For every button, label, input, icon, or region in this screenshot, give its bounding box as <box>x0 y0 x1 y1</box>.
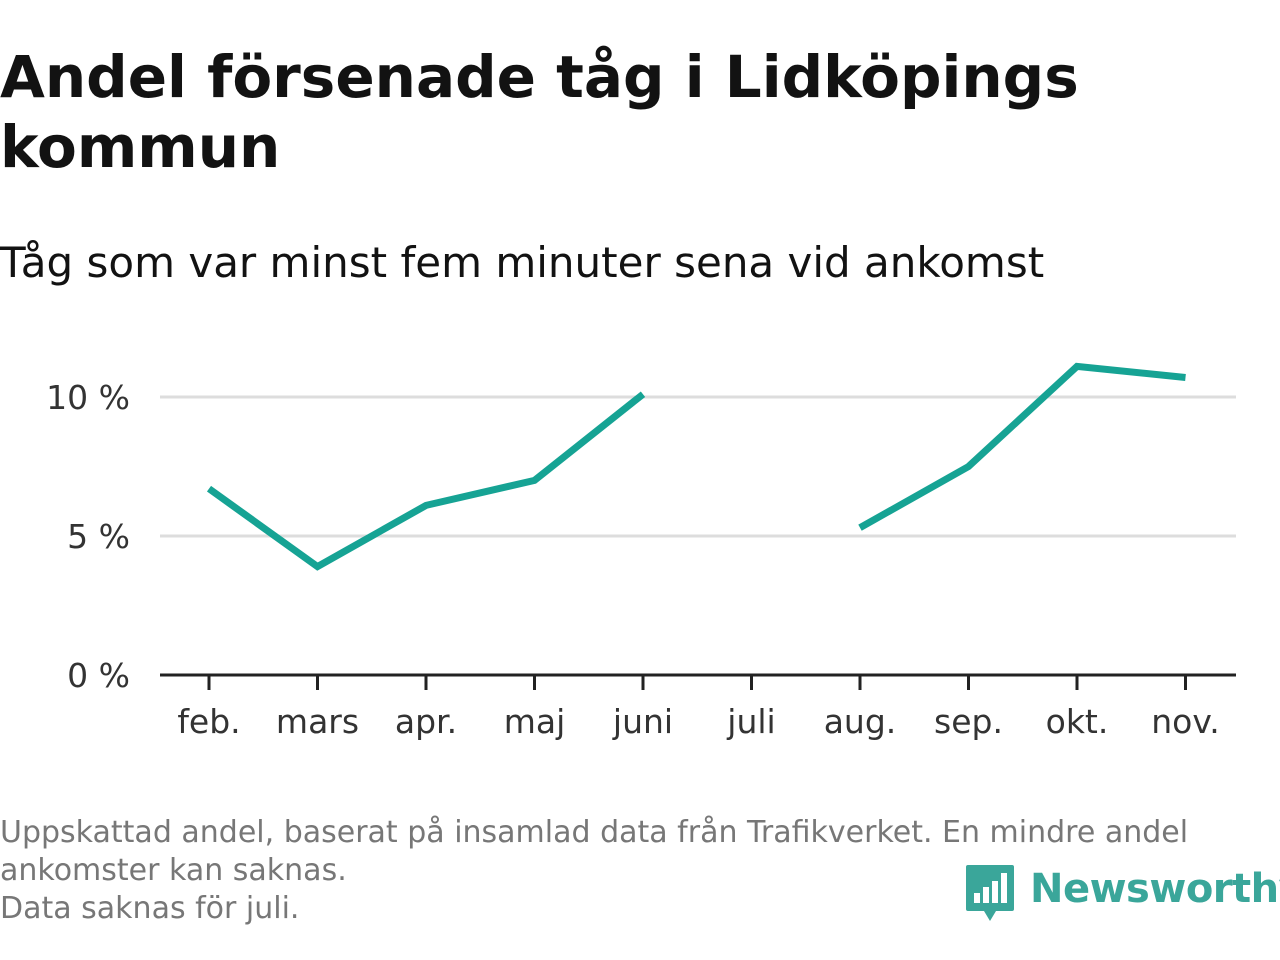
x-tick-label: okt. <box>1046 702 1109 741</box>
y-axis-tick-labels: 0 % 5 % 10 % <box>46 378 130 695</box>
data-point-aug <box>856 524 864 532</box>
data-point-feb <box>205 485 213 493</box>
data-point-maj <box>531 476 539 484</box>
brand-logo[interactable]: Newsworthy <box>964 862 1280 926</box>
x-tick-label: nov. <box>1151 702 1220 741</box>
series-lines <box>205 362 1190 571</box>
x-tick-label: mars <box>276 702 359 741</box>
x-axis <box>160 673 1236 690</box>
brand-name: Newsworthy <box>1030 866 1280 912</box>
chart-title: Andel försenade tåg i Lidköpings kommun <box>0 43 1079 181</box>
footnote-line-3: Data saknas för juli. <box>0 891 300 926</box>
x-tick-label: juli <box>726 702 775 741</box>
series-line-segment-1 <box>206 391 646 571</box>
footnote-line-2: ankomster kan saknas. <box>0 853 347 888</box>
x-tick-label: aug. <box>824 702 897 741</box>
x-tick-label: feb. <box>177 702 240 741</box>
data-point-mars <box>314 563 322 571</box>
data-point-okt <box>1073 362 1081 370</box>
x-tick-label: apr. <box>395 702 457 741</box>
line-chart: 0 % 5 % 10 % feb. mars apr. maj juni juli aug. se… <box>46 362 1236 741</box>
data-point-juni <box>639 390 647 398</box>
x-axis-tick-labels: feb. mars apr. maj juni juli aug. sep. okt. nov. <box>177 702 1219 741</box>
x-tick-label: juni <box>612 702 673 741</box>
y-tick-label: 10 % <box>46 378 130 417</box>
chart-subtitle: Tåg som var minst fem minuter sena vid a… <box>0 238 1045 287</box>
x-tick-label: maj <box>504 702 566 741</box>
data-point-apr <box>422 501 430 509</box>
y-tick-label: 5 % <box>67 517 130 556</box>
newsworthy-logo-icon <box>966 865 1014 921</box>
data-point-nov <box>1182 374 1190 382</box>
x-tick-label: sep. <box>934 702 1003 741</box>
series-line-segment-2 <box>858 362 1186 531</box>
y-tick-label: 0 % <box>67 656 130 695</box>
grid-lines <box>160 395 1236 538</box>
data-point-sep <box>965 463 973 471</box>
footnote: Uppskattad andel, baserat på insamlad da… <box>0 814 1270 928</box>
footnote-line-1: Uppskattad andel, baserat på insamlad da… <box>0 815 1189 850</box>
